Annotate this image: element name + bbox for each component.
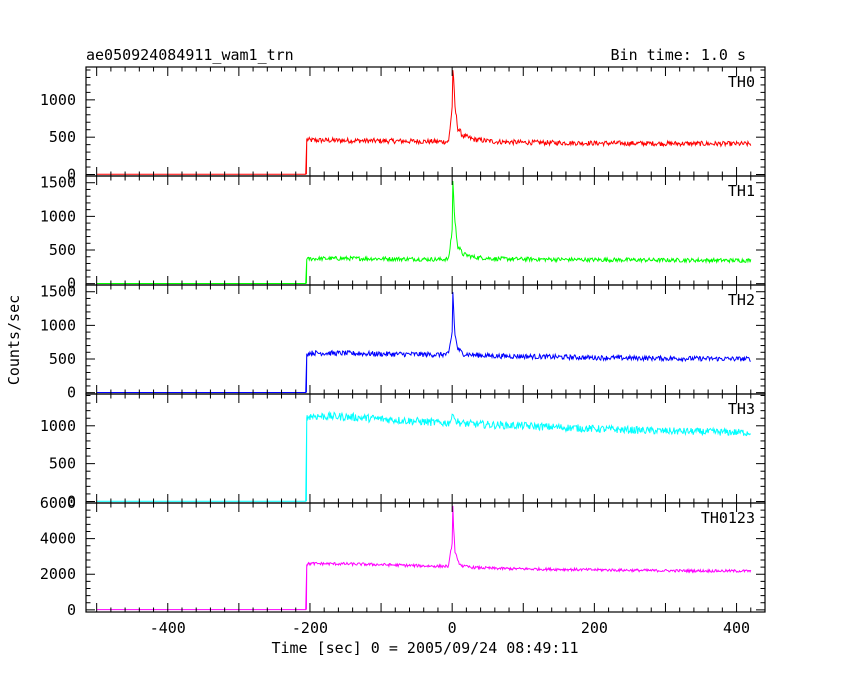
series-line-th0123: [96, 505, 752, 611]
y-tick-label: 6000: [40, 494, 76, 512]
y-tick-label: 0: [67, 384, 76, 402]
y-tick-label: 1000: [40, 207, 76, 225]
chart-title: ae050924084911_wam1_trn: [86, 46, 294, 64]
y-tick-label: 500: [49, 455, 76, 473]
panel-frame-th1: [85, 175, 766, 286]
series-line-th3: [96, 410, 752, 502]
x-axis-label: Time [sec] 0 = 2005/09/24 08:49:11: [271, 639, 578, 657]
series-line-th1: [96, 181, 752, 284]
y-tick-label: 1000: [40, 91, 76, 109]
panel-label-th2: TH2: [728, 291, 755, 309]
x-tick-label: 0: [448, 619, 457, 637]
y-tick-label: 0: [67, 275, 76, 293]
y-tick-label: 1000: [40, 417, 76, 435]
panel-label-th1: TH1: [728, 182, 755, 200]
panels-group: TH0 0 500 1000 TH1 0 500 1000 1500 TH2 0 500 1000 150…: [40, 66, 766, 619]
y-axis-label: Counts/sec: [5, 295, 23, 385]
series-line-th2: [96, 292, 751, 393]
x-tick-label: 200: [581, 619, 608, 637]
panel-label-th3: TH3: [728, 400, 755, 418]
panel-frame-th2: [85, 284, 766, 395]
panel-frame-th0: [85, 66, 766, 177]
y-tick-label: 2000: [40, 565, 76, 583]
x-tick-label: 400: [723, 619, 750, 637]
y-tick-label: 500: [49, 128, 76, 146]
series-line-th0: [96, 70, 752, 175]
y-tick-label: 0: [67, 166, 76, 184]
y-tick-label: 500: [49, 350, 76, 368]
y-tick-label: 500: [49, 241, 76, 259]
panel-label-th0: TH0: [728, 73, 755, 91]
y-tick-label: 1000: [40, 316, 76, 334]
x-tick-label: -400: [150, 619, 186, 637]
y-tick-label: 0: [67, 492, 76, 510]
panel-frame-th0123: [85, 502, 766, 613]
y-tick-label: 1500: [40, 283, 76, 301]
panel-frame-th3: [85, 393, 766, 504]
panel-label-th0123: TH0123: [701, 509, 755, 527]
bin-time-label: Bin time: 1.0 s: [611, 46, 746, 64]
y-tick-label: 0: [67, 601, 76, 619]
y-tick-label: 4000: [40, 530, 76, 548]
y-tick-label: 1500: [40, 174, 76, 192]
x-axis: -400 -200 0 200 400: [150, 619, 750, 637]
x-tick-label: -200: [292, 619, 328, 637]
